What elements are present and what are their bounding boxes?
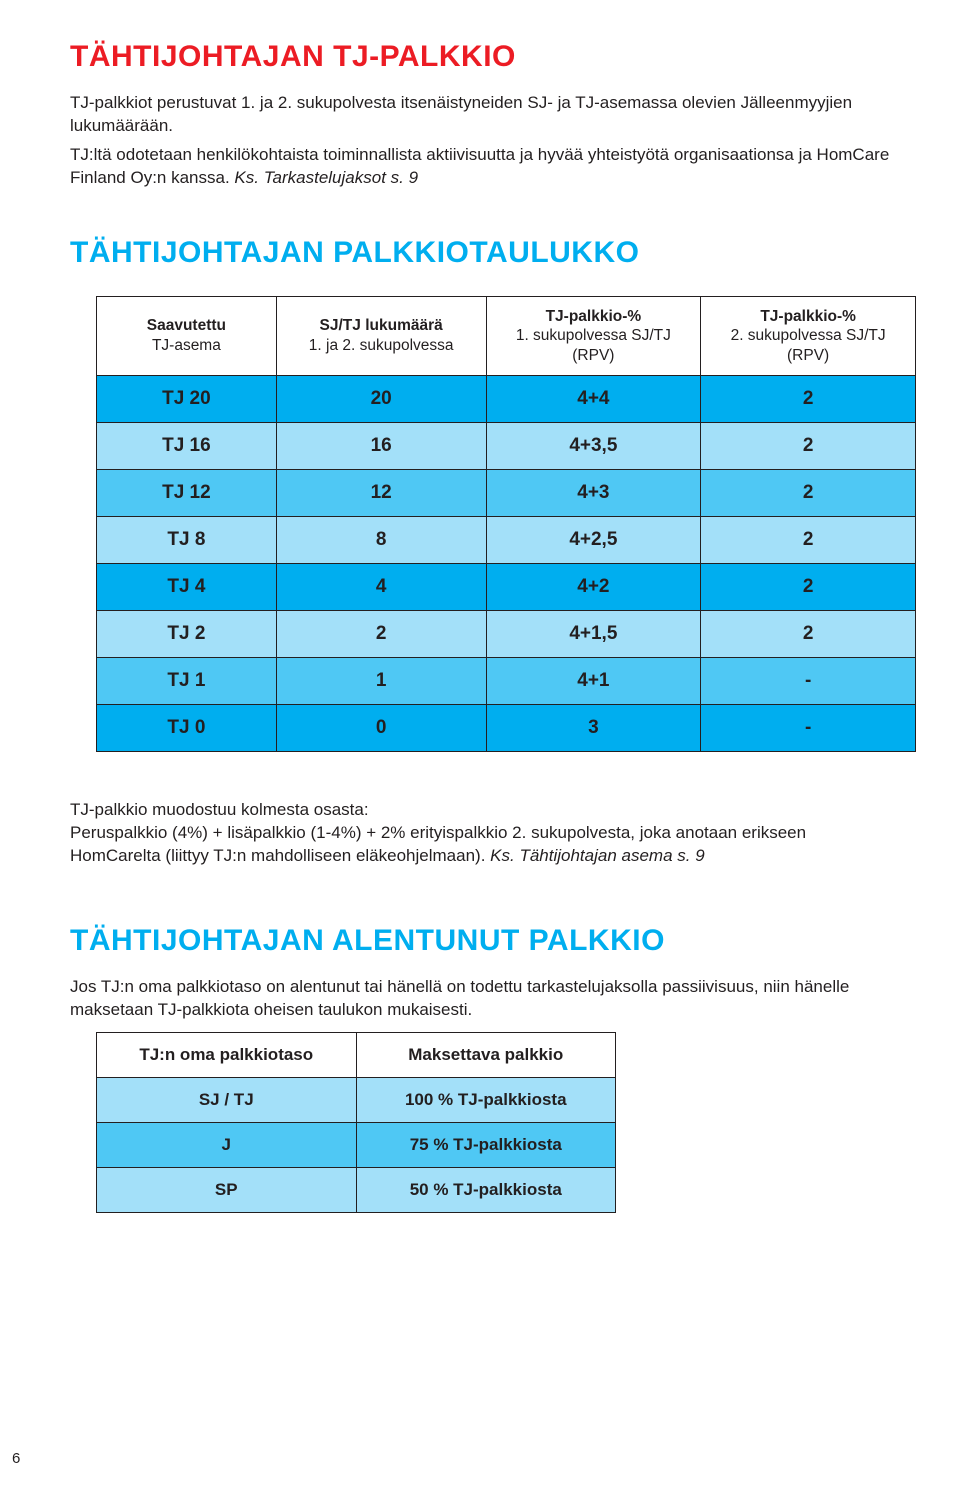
col-title: SJ/TJ lukumäärä (320, 317, 443, 334)
table-cell: 20 (276, 375, 486, 422)
table-cell: 4+4 (486, 375, 701, 422)
table-cell: SP (97, 1167, 357, 1212)
table-cell: 12 (276, 469, 486, 516)
table-header-row: TJ:n oma palkkiotaso Maksettava palkkio (97, 1032, 616, 1077)
table-cell: 0 (276, 704, 486, 751)
table-cell: 1 (276, 657, 486, 704)
col-title: TJ-palkkio-% (546, 308, 642, 325)
table-cell: 4 (276, 563, 486, 610)
col-sub: TJ-asema (105, 336, 268, 355)
table-cell: 2 (701, 422, 916, 469)
table-cell: - (701, 657, 916, 704)
table-cell: 4+2 (486, 563, 701, 610)
text-italic: Ks. Tarkastelujaksot s. 9 (234, 168, 418, 187)
table-row: TJ 114+1- (97, 657, 916, 704)
table-row: TJ 884+2,52 (97, 516, 916, 563)
table-cell: 4+1 (486, 657, 701, 704)
col-title: Saavutettu (147, 317, 226, 334)
table-footer-text: TJ-palkkio muodostuu kolmesta osasta: Pe… (70, 776, 900, 868)
page-number: 6 (12, 1450, 20, 1467)
table-header-row: Saavutettu TJ-asema SJ/TJ lukumäärä 1. j… (97, 296, 916, 375)
col-sub: 2. sukupolvessa SJ/TJ (RPV) (709, 326, 907, 365)
text-plain: TJ:ltä odotetaan henkilökohtaista toimin… (70, 145, 889, 187)
col-header: TJ-palkkio-% 2. sukupolvessa SJ/TJ (RPV) (701, 296, 916, 375)
table-cell: 2 (701, 563, 916, 610)
text-italic: Ks. Tähtijohtajan asema s. 9 (490, 846, 705, 865)
table-cell: 2 (701, 610, 916, 657)
col-header: Maksettava palkkio (356, 1032, 616, 1077)
heading-alentunut-palkkio: TÄHTIJOHTAJAN ALENTUNUT PALKKIO (70, 924, 900, 958)
paragraph: TJ:ltä odotetaan henkilökohtaista toimin… (70, 144, 900, 190)
table-cell: 3 (486, 704, 701, 751)
table-cell: - (701, 704, 916, 751)
table-row: TJ 12124+32 (97, 469, 916, 516)
table-row: TJ 20204+42 (97, 375, 916, 422)
heading-tj-palkkio: TÄHTIJOHTAJAN TJ-PALKKIO (70, 40, 900, 74)
paragraph: TJ-palkkiot perustuvat 1. ja 2. sukupolv… (70, 92, 900, 138)
table-cell: TJ 8 (97, 516, 277, 563)
table-row: TJ 003- (97, 704, 916, 751)
col-sub: 1. ja 2. sukupolvessa (285, 336, 478, 355)
col-sub: 1. sukupolvessa SJ/TJ (RPV) (495, 326, 693, 365)
table-cell: TJ 16 (97, 422, 277, 469)
col-header: TJ-palkkio-% 1. sukupolvessa SJ/TJ (RPV) (486, 296, 701, 375)
col-header: TJ:n oma palkkiotaso (97, 1032, 357, 1077)
col-header: SJ/TJ lukumäärä 1. ja 2. sukupolvessa (276, 296, 486, 375)
table-cell: 2 (701, 375, 916, 422)
table-row: SJ / TJ100 % TJ-palkkiosta (97, 1077, 616, 1122)
table-cell: 8 (276, 516, 486, 563)
table-cell: 50 % TJ-palkkiosta (356, 1167, 616, 1212)
table-cell: 100 % TJ-palkkiosta (356, 1077, 616, 1122)
table-cell: 4+2,5 (486, 516, 701, 563)
table-cell: SJ / TJ (97, 1077, 357, 1122)
heading-palkkiotaulukko: TÄHTIJOHTAJAN PALKKIOTAULUKKO (70, 236, 900, 270)
table-cell: 16 (276, 422, 486, 469)
table-row: J75 % TJ-palkkiosta (97, 1122, 616, 1167)
table-row: TJ 16164+3,52 (97, 422, 916, 469)
table-cell: J (97, 1122, 357, 1167)
col-title: TJ-palkkio-% (760, 308, 856, 325)
table-cell: 4+3,5 (486, 422, 701, 469)
table-cell: TJ 20 (97, 375, 277, 422)
paragraph: Jos TJ:n oma palkkiotaso on alentunut ta… (70, 976, 900, 1022)
table-cell: 4+1,5 (486, 610, 701, 657)
table-row: SP50 % TJ-palkkiosta (97, 1167, 616, 1212)
table-cell: 2 (701, 469, 916, 516)
table-cell: TJ 1 (97, 657, 277, 704)
table-cell: TJ 12 (97, 469, 277, 516)
compensation-table: Saavutettu TJ-asema SJ/TJ lukumäärä 1. j… (96, 296, 916, 752)
table-cell: TJ 0 (97, 704, 277, 751)
table-row: TJ 224+1,52 (97, 610, 916, 657)
tier-table: TJ:n oma palkkiotaso Maksettava palkkio … (96, 1032, 616, 1213)
table-cell: 75 % TJ-palkkiosta (356, 1122, 616, 1167)
table-cell: 2 (701, 516, 916, 563)
table-cell: 4+3 (486, 469, 701, 516)
table-cell: 2 (276, 610, 486, 657)
table-cell: TJ 2 (97, 610, 277, 657)
table-row: TJ 444+22 (97, 563, 916, 610)
col-header: Saavutettu TJ-asema (97, 296, 277, 375)
table-cell: TJ 4 (97, 563, 277, 610)
